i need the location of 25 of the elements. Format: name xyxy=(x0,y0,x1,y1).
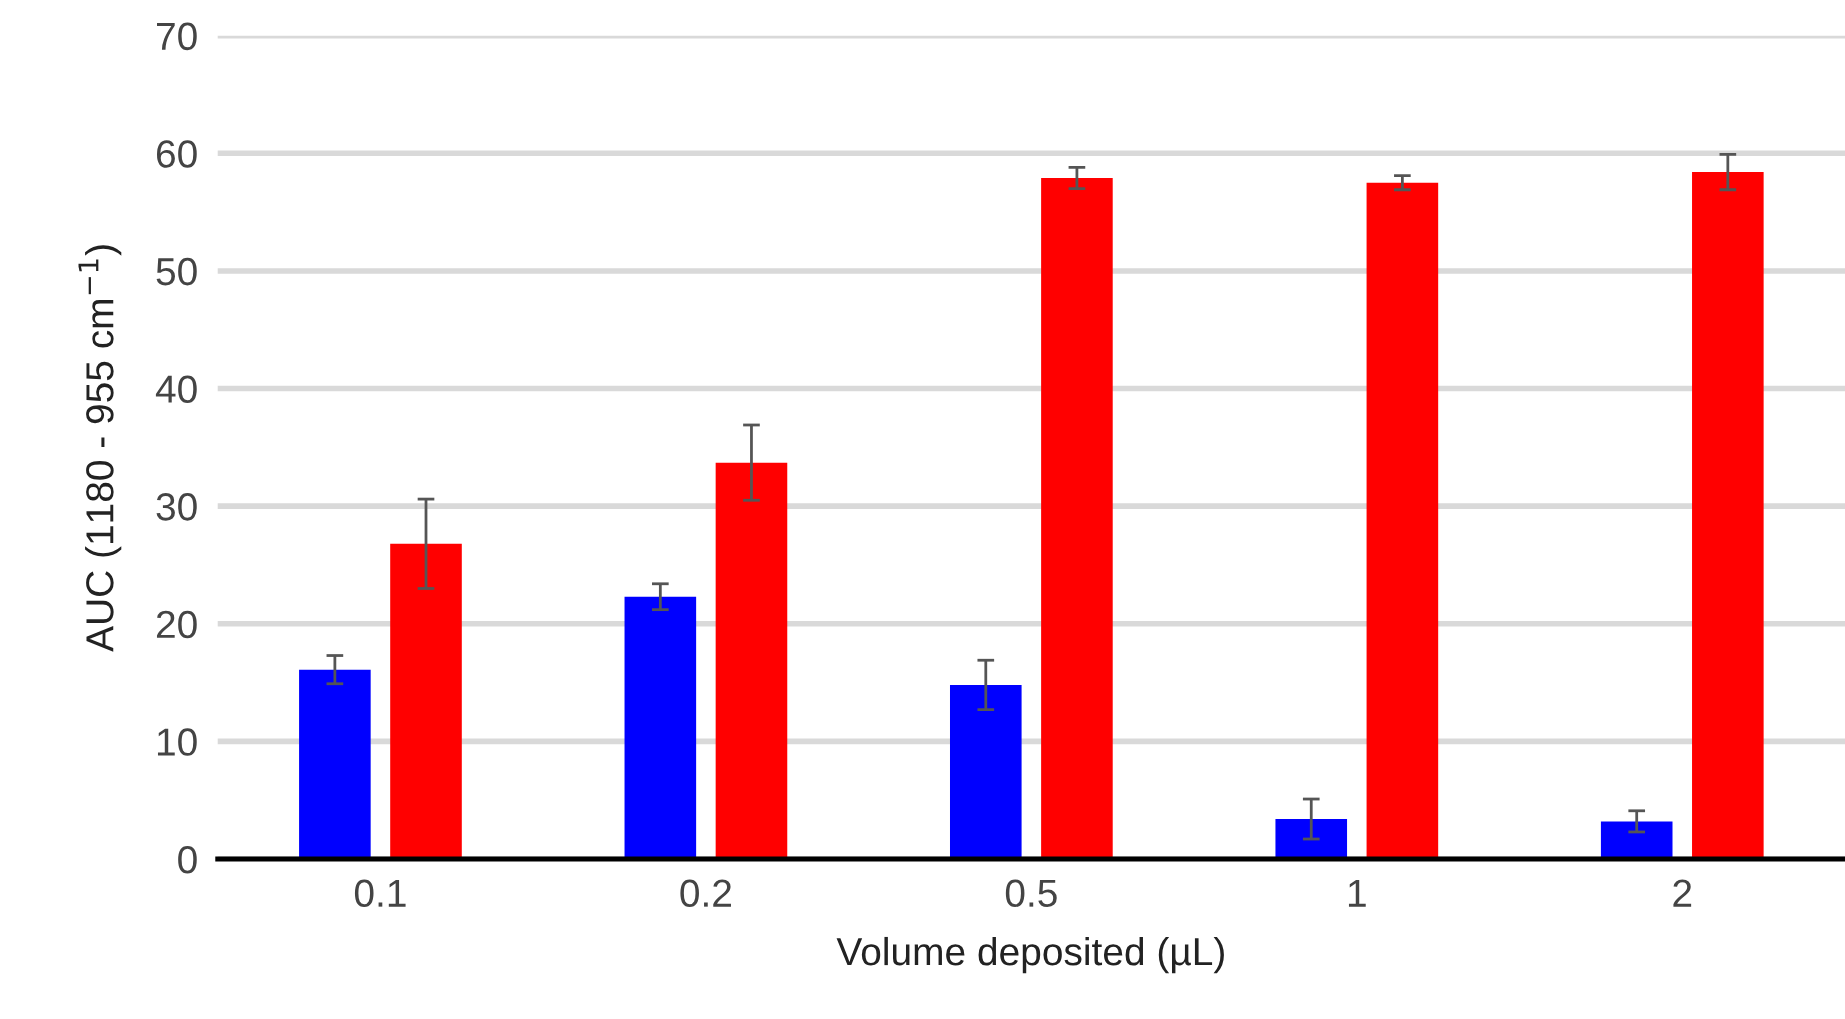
y-tick-label: 60 xyxy=(156,140,197,168)
y-tick-label: 70 xyxy=(157,22,197,51)
bar xyxy=(390,543,462,860)
y-tick-label: 0 xyxy=(178,845,197,874)
y-tick-label: 40 xyxy=(155,375,197,403)
x-tick-label: 0.2 xyxy=(680,879,731,908)
bar xyxy=(715,462,788,860)
x-tick-label: 1 xyxy=(1348,879,1366,907)
x-tick-label: 0.1 xyxy=(354,879,406,908)
bar xyxy=(1600,821,1673,860)
bar xyxy=(624,596,697,860)
y-axis-title: AUC (1180 - 955 cm$^{−1}$) xyxy=(78,245,122,652)
y-tick-label: 10 xyxy=(157,728,197,756)
bar xyxy=(1692,172,1764,860)
x-tick-label: 0.5 xyxy=(1005,879,1057,908)
y-tick-label: 20 xyxy=(156,610,197,639)
bar xyxy=(949,684,1022,860)
y-tick-label: 30 xyxy=(156,493,197,521)
bar xyxy=(1275,819,1348,860)
x-axis-title: Volume deposited (µL) xyxy=(836,936,1224,974)
y-tick-label: 50 xyxy=(156,257,197,286)
bar xyxy=(1041,177,1113,860)
bar xyxy=(299,669,371,860)
bar xyxy=(1366,182,1439,860)
x-tick-label: 2 xyxy=(1673,879,1692,907)
